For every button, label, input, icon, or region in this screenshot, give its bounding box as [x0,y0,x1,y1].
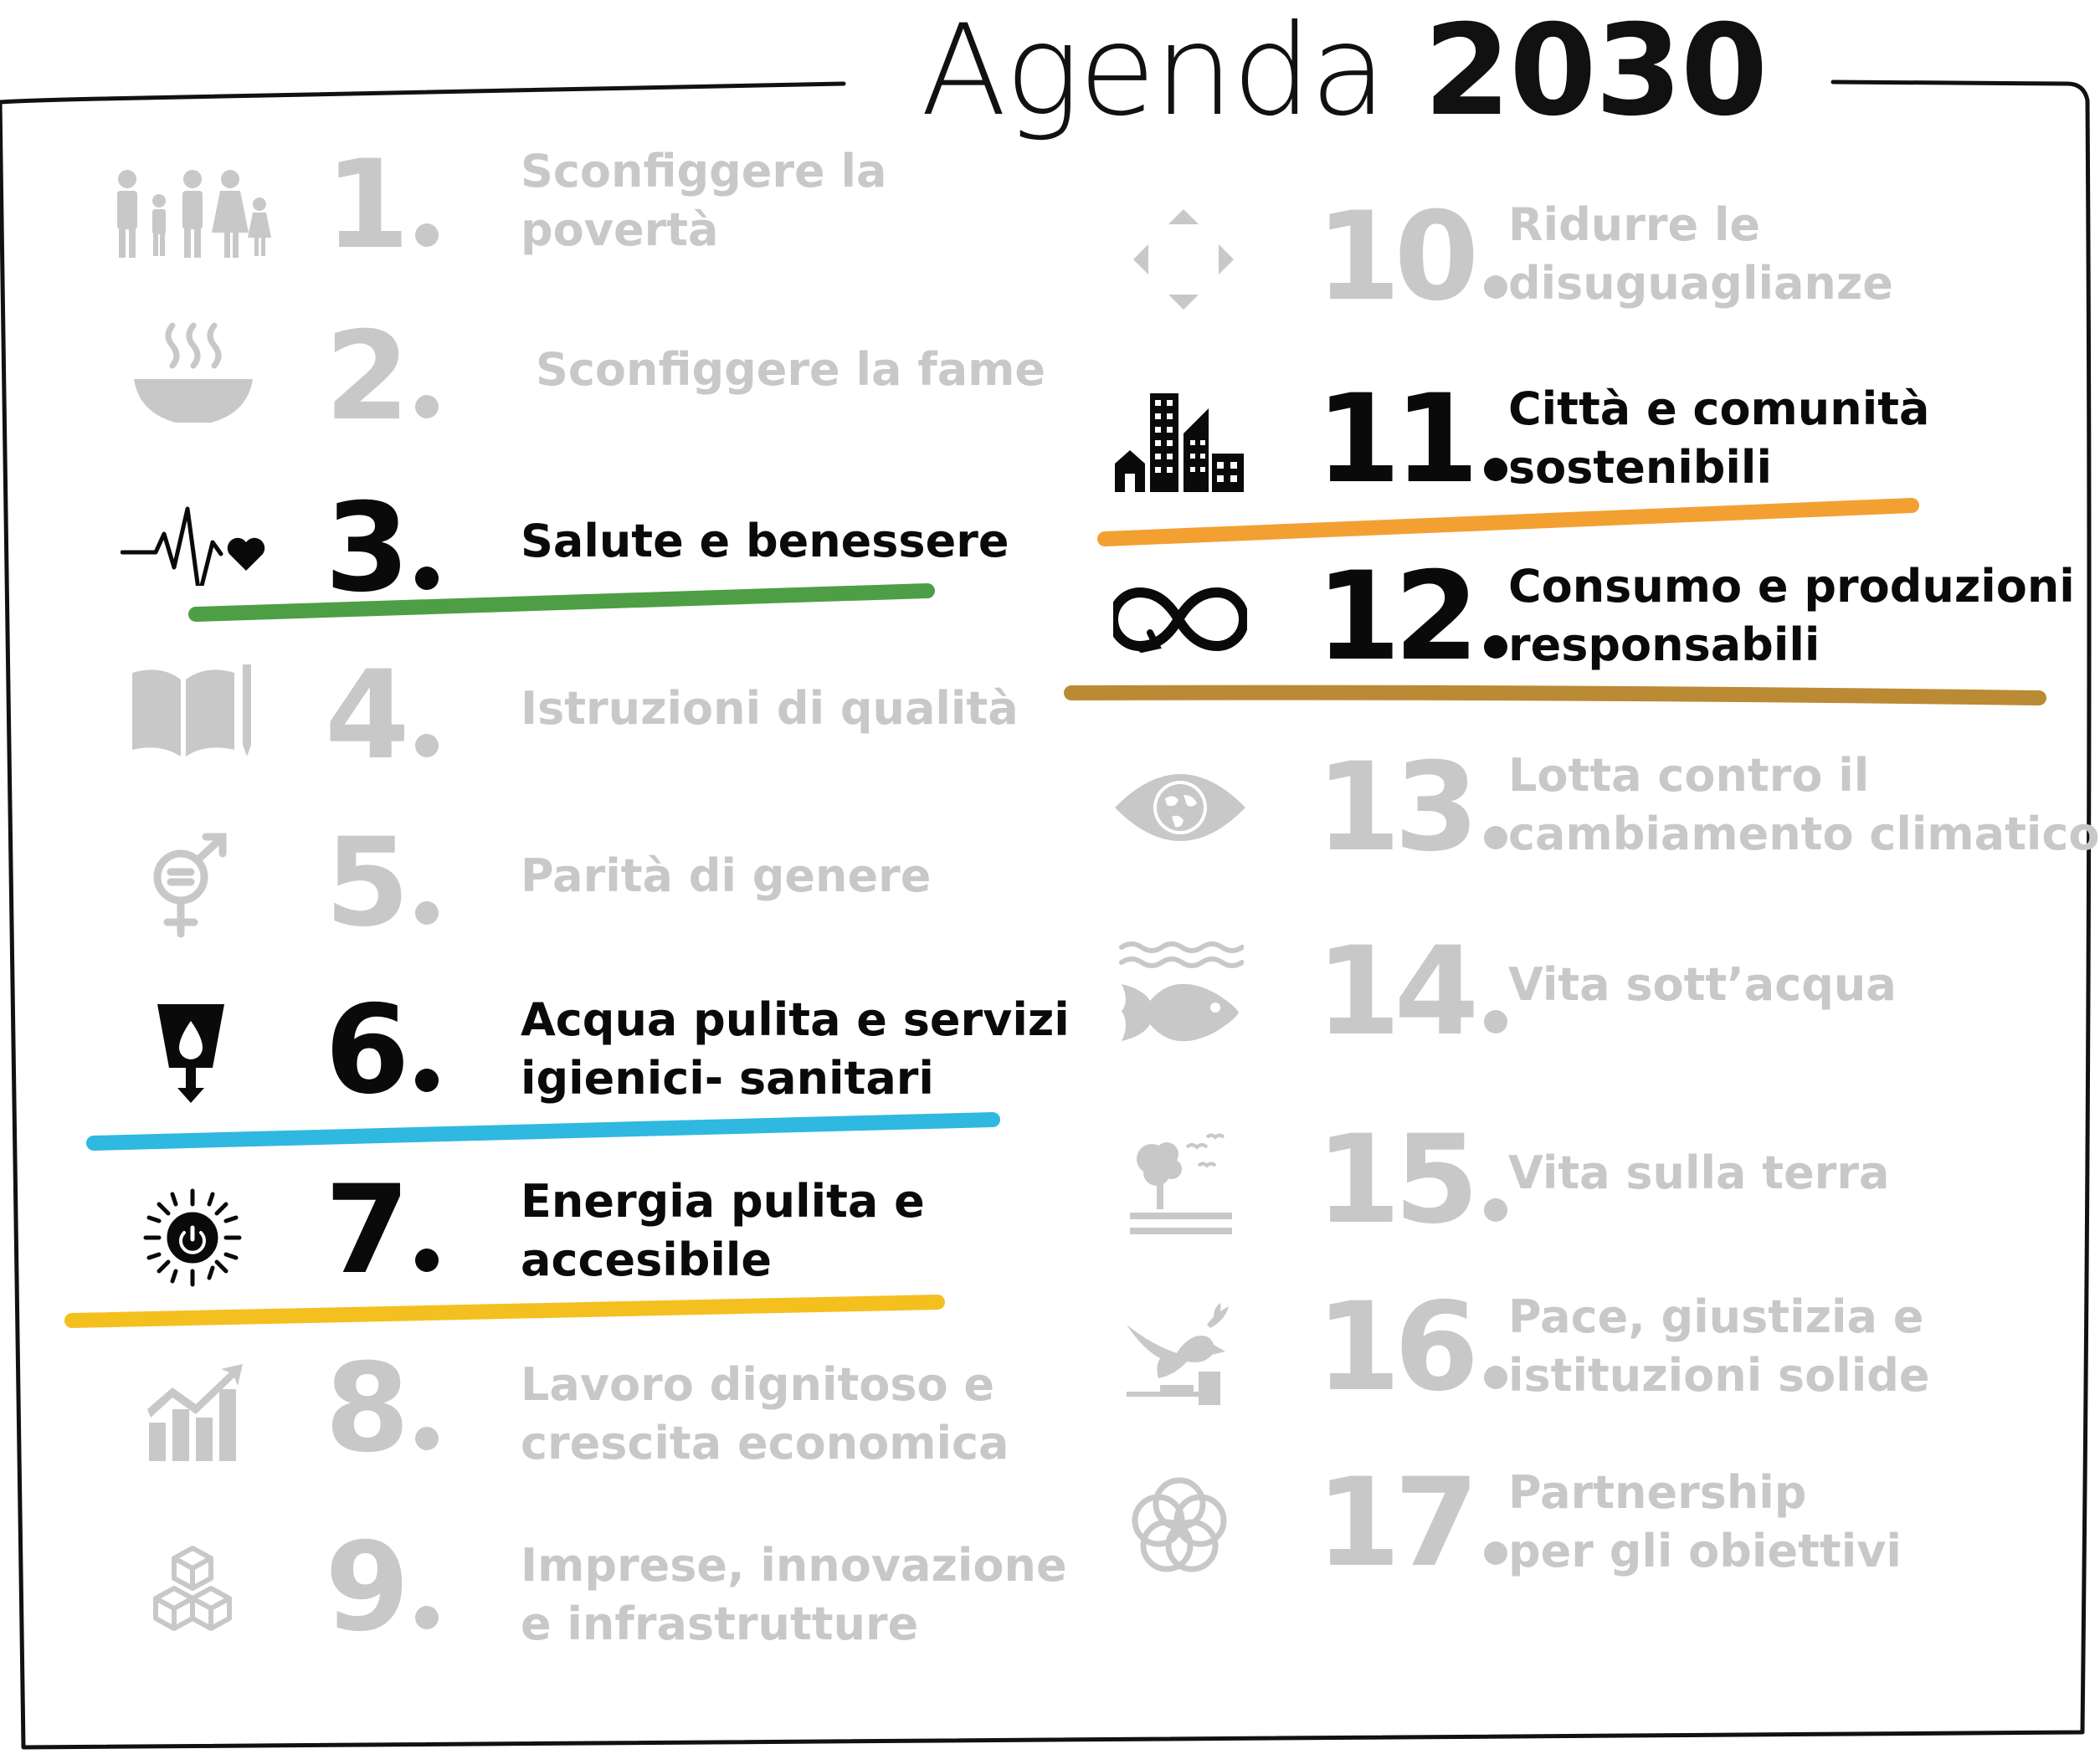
goal-6-number: 6 [325,987,439,1113]
goal-8-number: 8 [325,1346,439,1471]
goal-3-label: Salute e benessere [521,515,1009,567]
goal-9-label: Imprese, innovazione e infrastrutture [521,1539,1067,1650]
goal-1-number: 1 [325,142,439,268]
goal-12-number: 12 [1316,554,1508,680]
goal-5-label: Parità di genere [521,849,932,902]
sun-power-icon [142,1187,243,1288]
goal-10-number: 10 [1316,194,1508,320]
goal-12-underline [1064,685,2046,705]
fish-waves-icon [1118,941,1244,1049]
water-glass-icon [156,1001,226,1105]
goal-15-number: 15 [1316,1117,1508,1243]
goal-10-label: Ridurre le disuguaglianze [1508,198,1893,310]
gender-equality-icon [147,832,231,941]
goal-3-underline [188,583,935,622]
heartbeat-icon [121,494,270,586]
goal-7-underline [64,1295,945,1328]
goal-14-label: Vita sott’acqua [1508,958,1897,1011]
cubes-icon [141,1543,244,1647]
goal-7-label: Energia pulita e accesibile [521,1175,925,1286]
goal-3-number: 3 [325,485,439,611]
dove-gavel-icon [1123,1300,1237,1408]
title-agenda: Agenda [921,0,1387,144]
book-pencil-icon [129,659,254,760]
goal-6-underline [86,1112,1000,1151]
eye-globe-icon [1113,770,1247,845]
goal-17-label: Partnership per gli obiettivi [1508,1466,1902,1577]
goal-13-label: Lotta contro il cambiamento climatico [1508,749,2100,860]
growth-chart-icon [146,1364,244,1463]
page-title: Agenda 2030 [921,0,1768,144]
goal-6-label: Acqua pulita e servizi igienici- sanitari [521,993,1070,1105]
goal-5-number: 5 [325,820,439,946]
goal-4-number: 4 [325,653,439,778]
goal-14-number: 14 [1316,929,1508,1054]
goal-11-number: 11 [1316,377,1508,502]
rings-icon [1125,1470,1234,1579]
goal-11-underline [1097,498,1919,546]
goal-7-number: 7 [325,1167,439,1293]
goal-17-number: 17 [1316,1460,1508,1586]
goal-16-label: Pace, giustizia e istituzioni solide [1508,1290,1930,1402]
goal-11-label: Città e comunità sostenibili [1508,382,1930,494]
goal-1-label: Sconfiggere la povertà [521,145,887,256]
bowl-icon [131,321,256,429]
goal-9-number: 9 [325,1525,439,1650]
title-year: 2030 [1423,0,1768,144]
tree-birds-icon [1127,1129,1235,1238]
city-icon [1113,392,1247,494]
goal-8-label: Lavoro dignitoso e crescita economica [521,1358,1009,1469]
infinity-icon [1113,586,1247,653]
goal-16-number: 16 [1316,1285,1508,1410]
goal-15-label: Vita sulla terra [1508,1146,1890,1199]
goal-2-number: 2 [325,314,439,439]
goal-4-label: Istruzioni di qualità [521,682,1019,735]
goal-12-label: Consumo e produzioni responsabili [1508,560,2075,671]
family-icon [109,167,276,259]
goal-13-number: 13 [1316,745,1508,870]
goal-2-label: Sconfiggere la fame [536,343,1046,396]
arrows-icon [1130,206,1237,313]
